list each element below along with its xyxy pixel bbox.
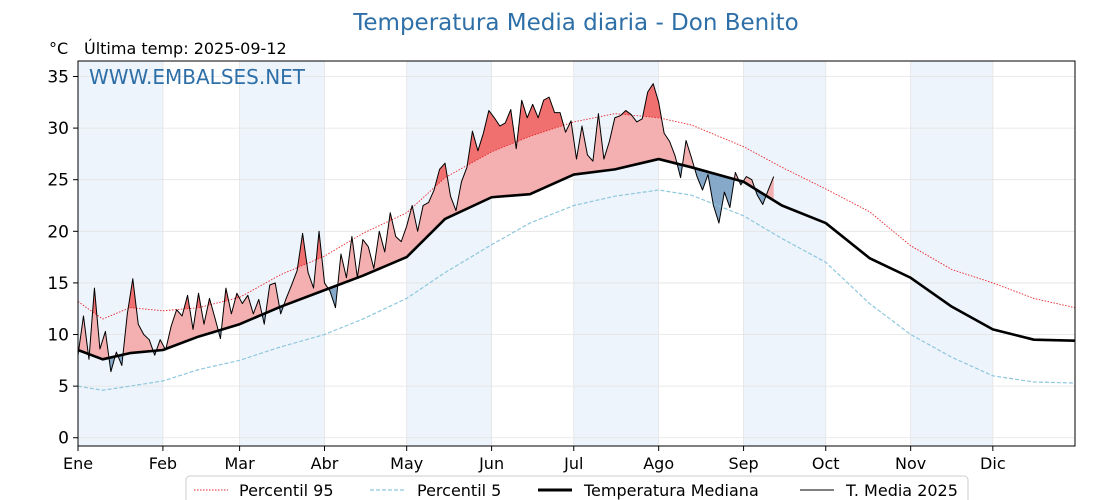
series-line-current	[77, 83, 775, 373]
fill-above-median	[358, 83, 677, 278]
fill-above-p95	[316, 231, 322, 260]
fill-above-p95	[435, 163, 448, 187]
y-tick-label: 5	[58, 377, 69, 397]
y-tick-label: 25	[47, 171, 69, 191]
y-axis: 0 5 10 15 20 25 30 35	[47, 67, 78, 449]
x-tick-label: Jul	[563, 454, 583, 473]
x-tick-label: Nov	[895, 454, 926, 473]
series-lines	[77, 83, 1076, 391]
last-update-label: Última temp: 2025-09-12	[84, 39, 287, 58]
fill-above-p95	[517, 97, 564, 142]
y-tick-label: 0	[58, 429, 69, 449]
x-tick-label: Feb	[149, 454, 177, 473]
y-tick-label: 15	[47, 274, 69, 294]
fill-above-p95	[297, 233, 307, 268]
y-tick-label: 10	[47, 326, 69, 346]
x-tick-label: Abr	[311, 454, 339, 473]
month-band	[239, 61, 325, 446]
fill-above-p95	[93, 288, 97, 315]
y-unit-label: °C	[49, 39, 68, 58]
legend-label-p95: Percentil 95	[239, 481, 334, 500]
fill-above-p95	[467, 109, 515, 166]
fill-above-median	[79, 315, 88, 354]
series-line-median	[77, 157, 1076, 361]
series-line-p5	[77, 189, 1076, 391]
x-tick-label: May	[390, 454, 423, 473]
x-tick-label: Ene	[63, 454, 93, 473]
fill-above-median	[156, 339, 165, 351]
fill-above-median	[338, 236, 357, 285]
x-tick-label: Dic	[980, 454, 1006, 473]
x-tick-label: Sep	[729, 454, 759, 473]
fill-above-p95	[642, 83, 662, 119]
fill-below-median	[328, 285, 338, 308]
x-tick-label: Jun	[478, 454, 504, 473]
legend-label-p5: Percentil 5	[417, 481, 501, 500]
series-line-p95	[77, 113, 1076, 320]
fill-above-p95	[184, 295, 190, 309]
month-band	[406, 61, 492, 446]
fill-below-median	[694, 168, 734, 224]
y-tick-label: 30	[47, 119, 69, 139]
fill-above-median	[166, 293, 218, 349]
legend-box	[185, 475, 969, 500]
month-band	[78, 61, 163, 446]
fill-above-p95	[128, 278, 137, 309]
month-band	[910, 61, 993, 446]
fill-below-median	[262, 313, 266, 325]
legend-label-current: T. Media 2025	[845, 481, 958, 500]
plot-frame	[77, 60, 1076, 447]
x-tick-label: Mar	[225, 454, 256, 473]
month-band	[743, 61, 826, 446]
fill-below-median	[118, 354, 123, 366]
x-tick-label: Oct	[812, 454, 840, 473]
y-tick-label: 20	[47, 222, 69, 242]
legend: Percentil 95 Percentil 5 Temperatura Med…	[185, 475, 969, 500]
chart-title: Temperatura Media diaria - Don Benito	[352, 10, 798, 36]
fill-below-median	[755, 188, 766, 205]
fill-above-median	[284, 231, 328, 306]
fill-above-p95	[196, 293, 201, 308]
x-tick-label: Ago	[643, 454, 674, 473]
legend-label-median: Temperatura Mediana	[583, 481, 759, 500]
fill-above-p95	[224, 288, 228, 302]
y-tick-label: 35	[47, 67, 69, 87]
fill-above-median	[221, 288, 262, 330]
x-axis: Ene Feb Mar Abr May Jun Jul Ago Sep Oct Nov Dic	[63, 446, 1006, 473]
watermark: WWW.EMBALSES.NET	[89, 65, 306, 89]
fill-above-median	[766, 176, 774, 201]
